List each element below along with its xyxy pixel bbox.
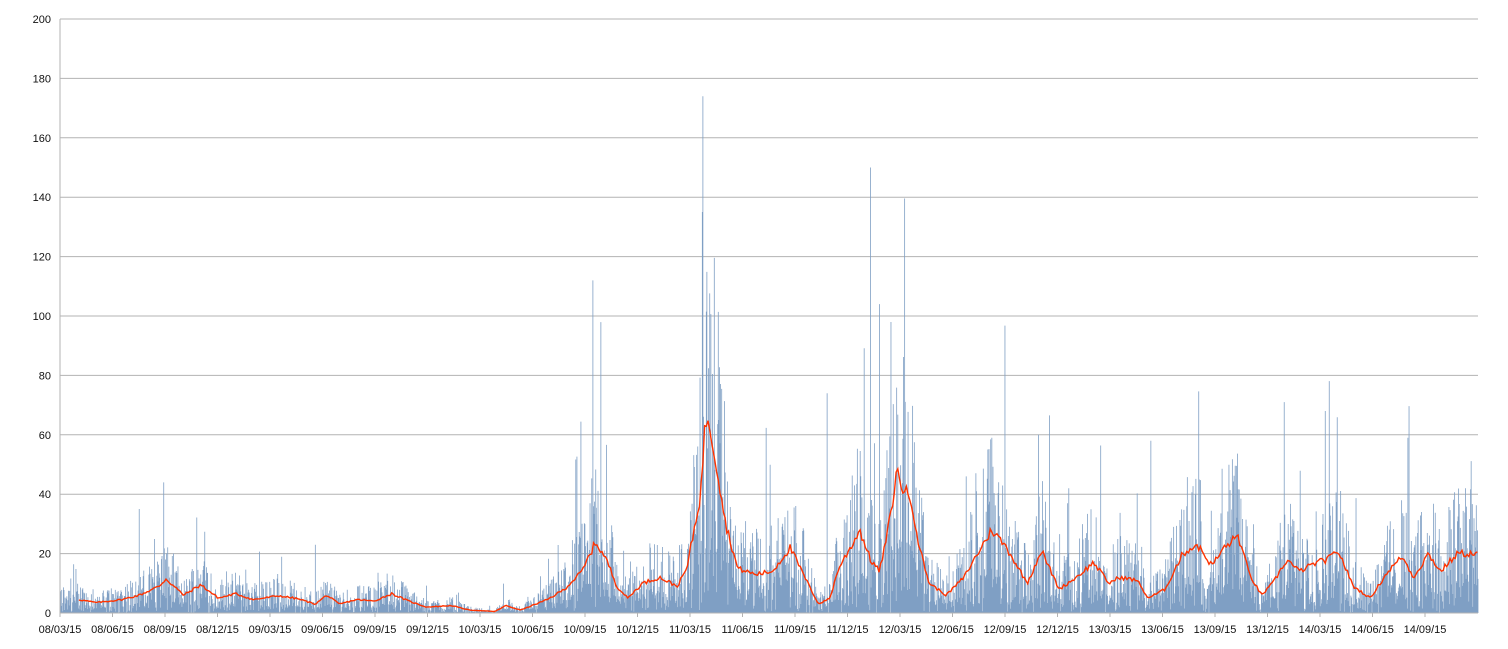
x-tick-label: 09/09/15 [354, 624, 397, 636]
x-tick-label: 08/03/15 [39, 624, 82, 636]
y-tick-label: 20 [39, 549, 51, 561]
x-tick-label: 11/03/15 [669, 624, 711, 636]
y-tick-label: 60 [39, 430, 51, 442]
x-tick-label: 14/06/15 [1351, 624, 1394, 636]
x-tick-label: 10/09/15 [564, 624, 607, 636]
x-tick-label: 14/03/15 [1299, 624, 1342, 636]
moving-average-line [78, 420, 1478, 613]
x-tick-label: 10/03/15 [459, 624, 502, 636]
x-tick-labels: 08/03/15 08/06/15 08/09/15 08/12/15 09/03/15… [39, 624, 1447, 636]
y-gridlines [60, 18, 1478, 555]
y-tick-label: 180 [33, 73, 51, 85]
x-tick-label: 09/03/15 [249, 624, 292, 636]
x-tick-label: 12/12/15 [1036, 624, 1079, 636]
x-tick-label: 10/12/15 [616, 624, 659, 636]
axes [59, 19, 1478, 617]
x-tick-label: 08/06/15 [91, 624, 134, 636]
daily-bar-series [59, 96, 1479, 613]
y-tick-label: 100 [33, 311, 51, 323]
x-tick-label: 13/03/15 [1089, 624, 1132, 636]
x-tick-label: 09/06/15 [301, 624, 344, 636]
y-tick-label: 140 [33, 192, 51, 204]
x-tick-label: 11/09/15 [774, 624, 816, 636]
x-tick-label: 13/12/15 [1246, 624, 1289, 636]
x-tick-label: 08/09/15 [144, 624, 187, 636]
y-tick-label: 40 [39, 489, 51, 501]
moving-average-line-group [78, 420, 1478, 613]
y-tick-label: 80 [39, 370, 51, 382]
y-tick-label: 120 [33, 252, 51, 264]
y-tick-labels: 0 20 40 60 80 100 120 140 160 180 200 [33, 14, 51, 620]
x-tick-label: 12/06/15 [931, 624, 974, 636]
x-tick-label: 09/12/15 [406, 624, 449, 636]
x-tick-label: 13/09/15 [1194, 624, 1237, 636]
x-tick-label: 12/09/15 [984, 624, 1027, 636]
y-tick-label: 200 [33, 14, 51, 26]
x-tick-label: 08/12/15 [196, 624, 239, 636]
y-tick-label: 0 [45, 608, 51, 620]
x-tick-label: 10/06/15 [511, 624, 554, 636]
x-tick-label: 13/06/15 [1141, 624, 1184, 636]
x-tick-label: 11/12/15 [826, 624, 868, 636]
y-tick-label: 160 [33, 133, 51, 145]
x-tick-label: 11/06/15 [721, 624, 763, 636]
x-tick-label: 14/09/15 [1404, 624, 1447, 636]
daily-bars [59, 96, 1479, 613]
x-tick-label: 12/03/15 [879, 624, 922, 636]
